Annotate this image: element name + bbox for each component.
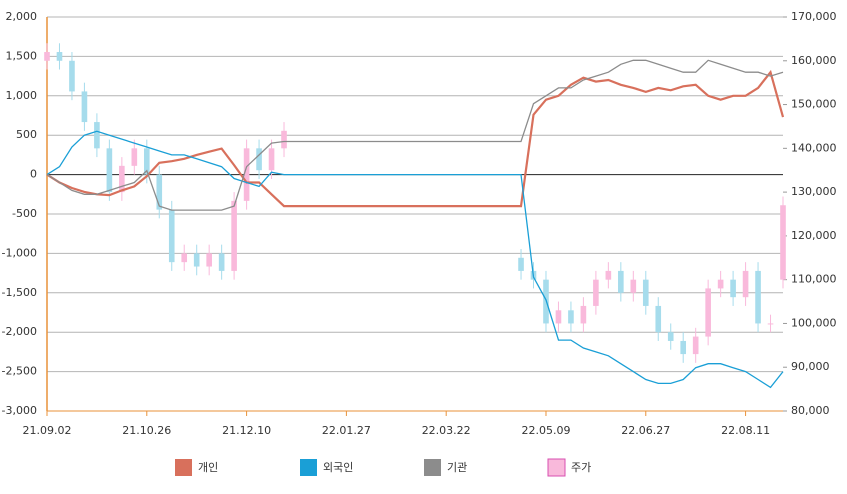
candle-body <box>94 122 100 149</box>
y2-tick-label: 130,000 <box>791 185 837 198</box>
candle-body <box>56 52 63 61</box>
legend-label: 기관 <box>447 461 467 474</box>
y2-tick-label: 100,000 <box>791 316 837 329</box>
y2-tick-label: 80,000 <box>791 404 830 417</box>
x-tick-label: 22.01.27 <box>322 424 371 437</box>
candle-body <box>193 253 200 267</box>
legend-label: 개인 <box>198 461 218 474</box>
candle-body <box>705 288 711 337</box>
x-tick-label: 22.03.22 <box>422 424 471 437</box>
candle-body <box>717 279 724 289</box>
series-line <box>46 59 784 211</box>
x-tick-label: 21.10.26 <box>122 424 171 437</box>
candle-body <box>156 174 163 210</box>
y-tick-label: 0 <box>30 168 37 181</box>
y-tick-label: 500 <box>16 128 37 141</box>
y2-tick-label: 160,000 <box>791 54 837 67</box>
y2-tick-label: 150,000 <box>791 98 837 111</box>
y2-tick-label: 140,000 <box>791 141 837 154</box>
candle-body <box>106 148 113 193</box>
candle-body <box>730 279 736 298</box>
y2-tick-label: 170,000 <box>791 10 837 23</box>
candle-body <box>181 253 188 263</box>
y-tick-label: 1,500 <box>6 49 38 62</box>
candle-body <box>767 323 774 325</box>
candle-body <box>618 270 624 293</box>
y-tick-label: -1,500 <box>2 286 37 299</box>
y2-tick-label: 90,000 <box>791 360 830 373</box>
candle-body <box>218 253 225 271</box>
x-tick-label: 22.08.11 <box>721 424 770 437</box>
x-tick-label: 22.06.27 <box>621 424 670 437</box>
legend-label: 주가 <box>571 461 591 474</box>
candle-body <box>168 209 175 263</box>
candle-body <box>69 60 75 92</box>
candle-body <box>692 336 699 355</box>
y-tick-label: -3,000 <box>2 404 37 417</box>
candle-body <box>44 52 50 61</box>
candle-body <box>119 165 125 193</box>
y-tick-label: 1,000 <box>6 89 38 102</box>
legend-label: 외국인 <box>323 461 353 474</box>
candle-body <box>742 270 749 298</box>
candle-body <box>580 305 587 324</box>
x-tick-label: 21.09.02 <box>23 424 72 437</box>
candle-body <box>268 148 275 171</box>
candle-body <box>655 305 662 333</box>
y-tick-label: -2,000 <box>2 325 37 338</box>
legend-swatch <box>547 458 566 477</box>
candle-body <box>243 148 250 201</box>
candle-body <box>593 279 599 306</box>
x-tick-label: 22.05.09 <box>521 424 570 437</box>
x-tick-label: 21.12.10 <box>222 424 271 437</box>
candle-body <box>755 270 761 324</box>
y-tick-label: -1,000 <box>2 246 37 259</box>
candle-body <box>143 148 150 175</box>
legend-swatch <box>424 459 441 476</box>
candle-body <box>780 205 786 280</box>
series-line <box>46 69 785 208</box>
candle-body <box>131 148 138 166</box>
series-line <box>46 130 784 389</box>
candle-body <box>256 148 262 171</box>
candle-body <box>555 310 562 324</box>
candle-body <box>680 340 687 355</box>
y-tick-label: -500 <box>12 207 37 220</box>
candle-body <box>630 279 637 293</box>
candle-body <box>81 91 88 123</box>
candle-body <box>206 253 212 267</box>
candle-body <box>605 270 612 280</box>
candle-body <box>568 310 574 324</box>
y-tick-label: -2,500 <box>2 365 37 378</box>
candle-body <box>642 279 649 306</box>
y2-tick-label: 120,000 <box>791 229 837 242</box>
candle-body <box>518 257 524 271</box>
legend-swatch <box>175 459 192 476</box>
candle-body <box>231 200 237 271</box>
candle-body <box>281 130 287 149</box>
candle-body <box>667 332 674 341</box>
y-tick-label: 2,000 <box>6 10 38 23</box>
legend-swatch <box>300 459 317 476</box>
y2-tick-label: 110,000 <box>791 273 837 286</box>
